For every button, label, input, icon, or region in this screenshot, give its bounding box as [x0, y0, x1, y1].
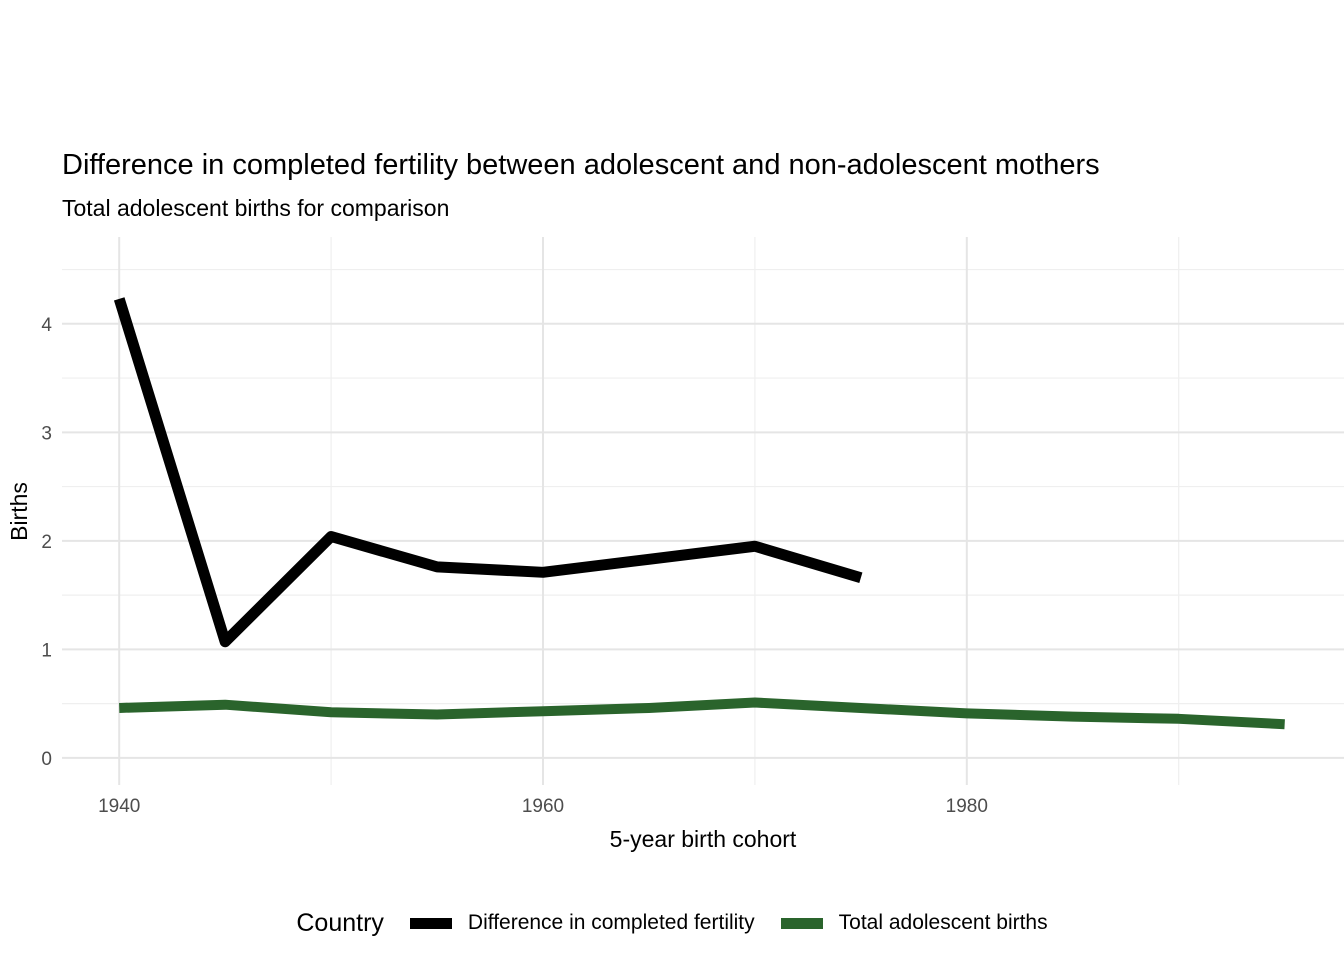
y-tick-label: 4	[41, 315, 52, 336]
chart-subtitle: Total adolescent births for comparison	[62, 195, 450, 221]
legend-item: Total adolescent births	[780, 911, 1048, 935]
legend: Country Difference in completed fertilit…	[0, 901, 1344, 945]
legend-key-line-green	[780, 917, 823, 929]
legend-item: Difference in completed fertility	[409, 911, 755, 935]
x-tick-label: 1960	[522, 796, 564, 817]
legend-key-line-black	[409, 917, 452, 929]
y-tick-label: 3	[41, 423, 52, 444]
legend-item-label: Total adolescent births	[838, 911, 1048, 934]
x-tick-label: 1940	[98, 796, 140, 817]
x-tick-label: 1980	[946, 796, 988, 817]
series-line-difference	[113, 297, 863, 648]
series-line-total-births	[119, 697, 1285, 730]
legend-item-label: Difference in completed fertility	[467, 911, 755, 934]
y-axis-title-container: Births	[2, 237, 36, 785]
x-axis-title: 5-year birth cohort	[609, 826, 797, 852]
y-tick-label: 0	[41, 749, 52, 770]
y-tick-label: 2	[41, 532, 52, 553]
chart-title: Difference in completed fertility betwee…	[62, 149, 1100, 181]
y-tick-label: 1	[41, 640, 52, 661]
y-axis-title: Births	[5, 481, 32, 541]
legend-title: Country	[296, 908, 384, 937]
